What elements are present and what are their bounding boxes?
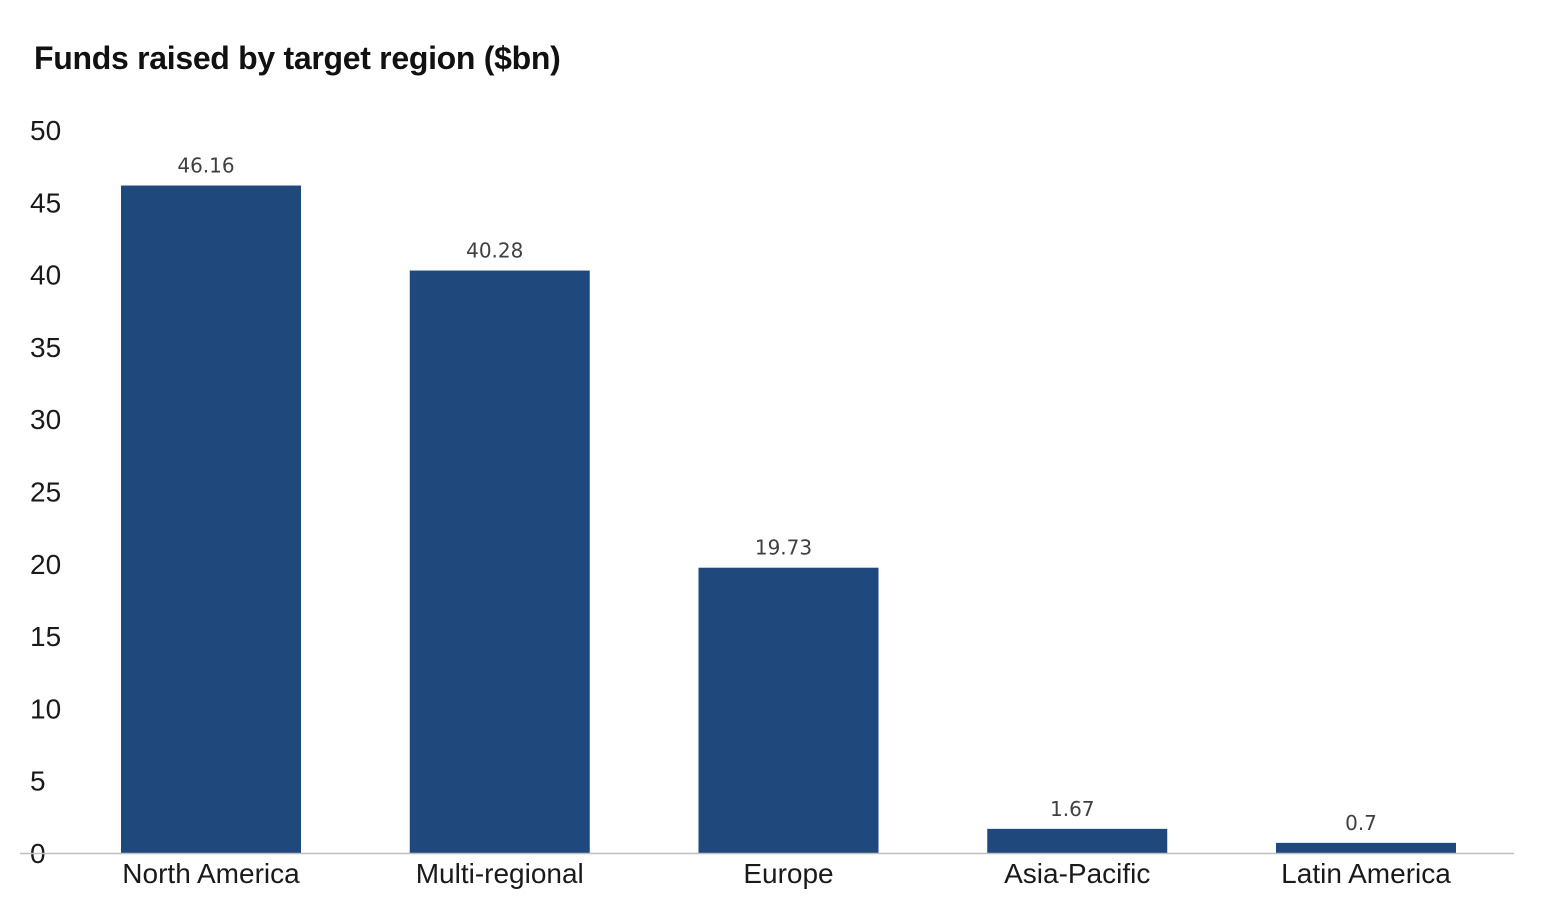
bar-north-america xyxy=(121,185,301,854)
y-tick-label: 50 xyxy=(30,115,61,146)
data-label: 1.67 xyxy=(1050,797,1095,821)
x-category-label: North America xyxy=(122,858,300,889)
data-label: 19.73 xyxy=(755,536,812,560)
y-tick-label: 15 xyxy=(30,621,61,652)
y-tick-label: 30 xyxy=(30,404,61,435)
x-category-label: Asia-Pacific xyxy=(1004,858,1150,889)
y-tick-label: 20 xyxy=(30,549,61,580)
bars xyxy=(121,185,1456,854)
x-axis-labels: North America Multi-regional Europe Asia-Pa… xyxy=(122,858,1451,889)
y-tick-label: 45 xyxy=(30,187,61,218)
x-category-label: Multi-regional xyxy=(416,858,584,889)
y-tick-label: 5 xyxy=(30,766,46,797)
bar-latin-america xyxy=(1276,842,1456,853)
y-tick-label: 10 xyxy=(30,693,61,724)
data-label: 46.16 xyxy=(177,154,234,178)
data-label: 0.7 xyxy=(1345,811,1377,835)
data-label: 40.28 xyxy=(466,239,523,263)
x-category-label: Europe xyxy=(743,858,833,889)
y-tick-label: 35 xyxy=(30,332,61,363)
bar-europe xyxy=(698,567,879,853)
y-tick-label: 25 xyxy=(30,477,61,508)
y-tick-label: 40 xyxy=(30,260,61,291)
x-category-label: Latin America xyxy=(1281,858,1451,889)
data-labels: 46.16 40.28 19.73 1.67 0.7 xyxy=(177,154,1377,835)
bar-multi-regional xyxy=(409,270,590,853)
chart-title: Funds raised by target region ($bn) xyxy=(34,40,561,76)
bar-asia-pacific xyxy=(987,828,1168,853)
